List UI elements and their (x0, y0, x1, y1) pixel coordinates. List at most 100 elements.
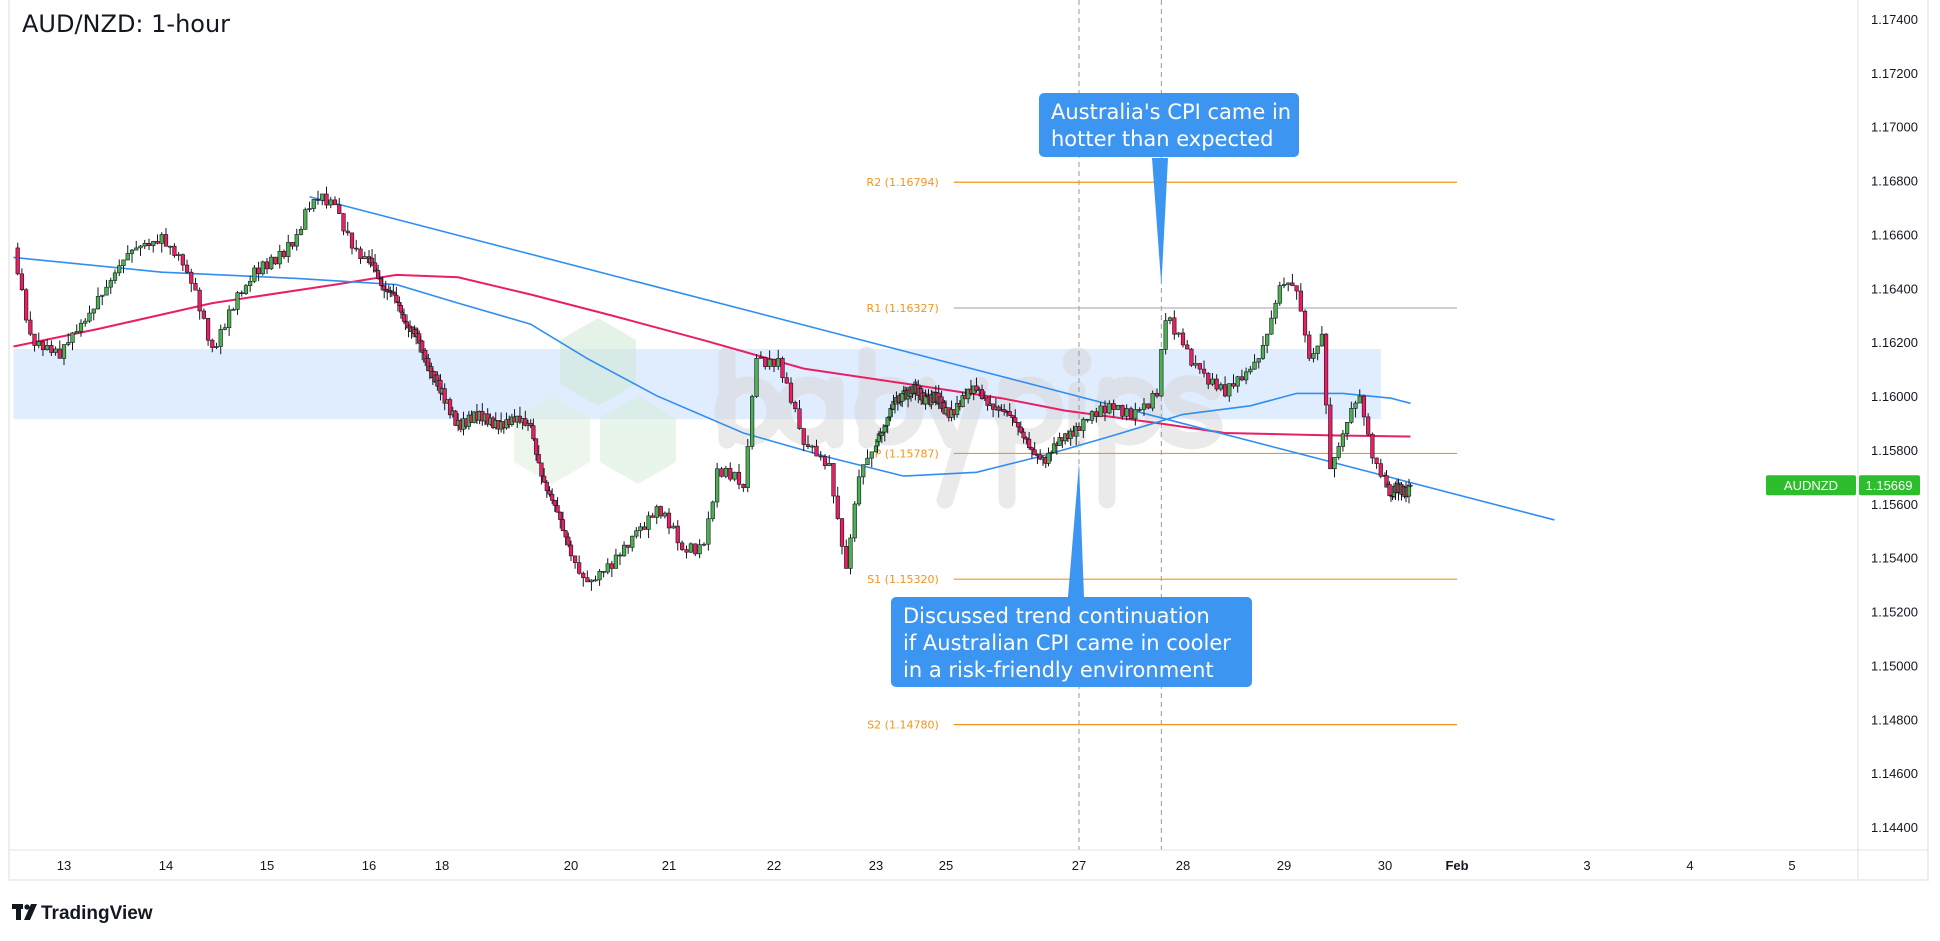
pivot-levels: R2 (1.16794) R1 (1.16327) P (1.15787) S1 (1… (867, 176, 1457, 732)
callout-pointer (1068, 463, 1084, 597)
candle-up (125, 253, 130, 261)
candle-down (201, 310, 206, 319)
candle-up (176, 254, 181, 256)
candle-up (960, 395, 965, 408)
y-tick-label: 1.14800 (1871, 712, 1918, 727)
candle-down (1206, 372, 1211, 385)
x-axis[interactable]: 13 14 15 16 18 20 21 22 23 25 27 28 29 30 Feb 3 4 5 (57, 858, 1796, 873)
candle-up (328, 199, 333, 206)
candle-down (1307, 334, 1312, 359)
candle-up (248, 280, 253, 286)
candle-down (544, 481, 549, 492)
candle-up (227, 309, 232, 329)
candle-up (1115, 404, 1121, 410)
candle-down (585, 577, 590, 583)
candle-down (1154, 392, 1160, 397)
candle-down (210, 339, 215, 348)
candle-up (856, 476, 862, 505)
candle-up (159, 234, 164, 244)
candle-down (324, 193, 329, 206)
candle-up (108, 280, 113, 288)
candle-down (273, 256, 278, 265)
candle-down (180, 254, 185, 266)
candle-up (630, 535, 635, 548)
callout-text: if Australian CPI came in cooler (903, 631, 1231, 655)
candle-down (835, 495, 840, 519)
y-tick-label: 1.17400 (1871, 12, 1918, 27)
candle-up (252, 267, 257, 282)
candle-up (36, 341, 41, 346)
candle-down (1024, 437, 1029, 440)
candle-down (1222, 384, 1228, 397)
candle-down (1323, 333, 1329, 406)
candle-down (1290, 282, 1295, 287)
candle-up (605, 563, 610, 573)
tradingview-logo-icon (12, 904, 37, 920)
candle-down (805, 444, 811, 447)
candle-up (286, 242, 291, 257)
candle-up (723, 467, 728, 477)
candle-up (646, 515, 651, 530)
candle-up (613, 554, 619, 569)
candle-up (1252, 361, 1257, 370)
candle-up (1089, 411, 1095, 421)
x-tick-label: 27 (1072, 858, 1086, 873)
callout-pointer (1152, 158, 1168, 286)
candle-down (542, 475, 547, 483)
candle-down (1038, 454, 1043, 460)
candle-up (865, 457, 870, 465)
candle-down (568, 544, 574, 557)
candle-down (197, 289, 202, 312)
candle-down (1002, 409, 1007, 412)
candle-down (675, 525, 680, 544)
candle-down (32, 333, 37, 346)
y-axis[interactable]: 1.17400 1.17200 1.17000 1.16800 1.16600 1.164… (1871, 12, 1918, 835)
candle-down (736, 471, 742, 485)
candle-up (1081, 418, 1086, 431)
candle-down (741, 484, 746, 488)
callout-2: Discussed trend continuation if Australia… (891, 463, 1252, 687)
trendline[interactable] (309, 195, 1555, 521)
callout-text: Australia's CPI came in (1051, 100, 1291, 124)
candle-down (349, 232, 355, 249)
candle-down (1185, 344, 1190, 350)
tradingview-logo[interactable]: TradingView (12, 903, 153, 924)
candle-up (138, 245, 143, 249)
candle-up (269, 256, 274, 270)
x-tick-label: 15 (260, 858, 274, 873)
candle-down (577, 562, 582, 574)
candle-up (1286, 282, 1291, 285)
candle-down (332, 199, 338, 206)
candle-up (732, 471, 737, 480)
y-tick-label: 1.14600 (1871, 766, 1918, 781)
callout-box (891, 597, 1252, 687)
candle-up (168, 245, 173, 248)
candle-up (654, 506, 659, 518)
candle-down (533, 438, 539, 455)
y-tick-label: 1.15200 (1871, 605, 1918, 620)
candle-down (1128, 408, 1134, 420)
candle-up (1107, 403, 1112, 414)
candle-down (442, 388, 447, 404)
candle-down (728, 467, 733, 480)
candle-down (239, 292, 244, 294)
candle-down (572, 555, 578, 563)
candle-down (1172, 317, 1177, 335)
candle-up (750, 396, 755, 447)
candle-down (558, 511, 563, 520)
candle-up (362, 256, 367, 260)
candle-down (581, 572, 586, 578)
candle-down (1111, 403, 1116, 410)
candle-down (560, 519, 566, 532)
candle-up (83, 320, 88, 324)
x-tick-label: 16 (362, 858, 376, 873)
y-tick-label: 1.15800 (1871, 443, 1918, 458)
candle-up (214, 346, 219, 348)
x-tick-label: 13 (57, 858, 71, 873)
candle-down (650, 515, 655, 518)
candle-down (991, 403, 996, 410)
candle-up (95, 296, 101, 310)
candle-down (784, 377, 789, 384)
